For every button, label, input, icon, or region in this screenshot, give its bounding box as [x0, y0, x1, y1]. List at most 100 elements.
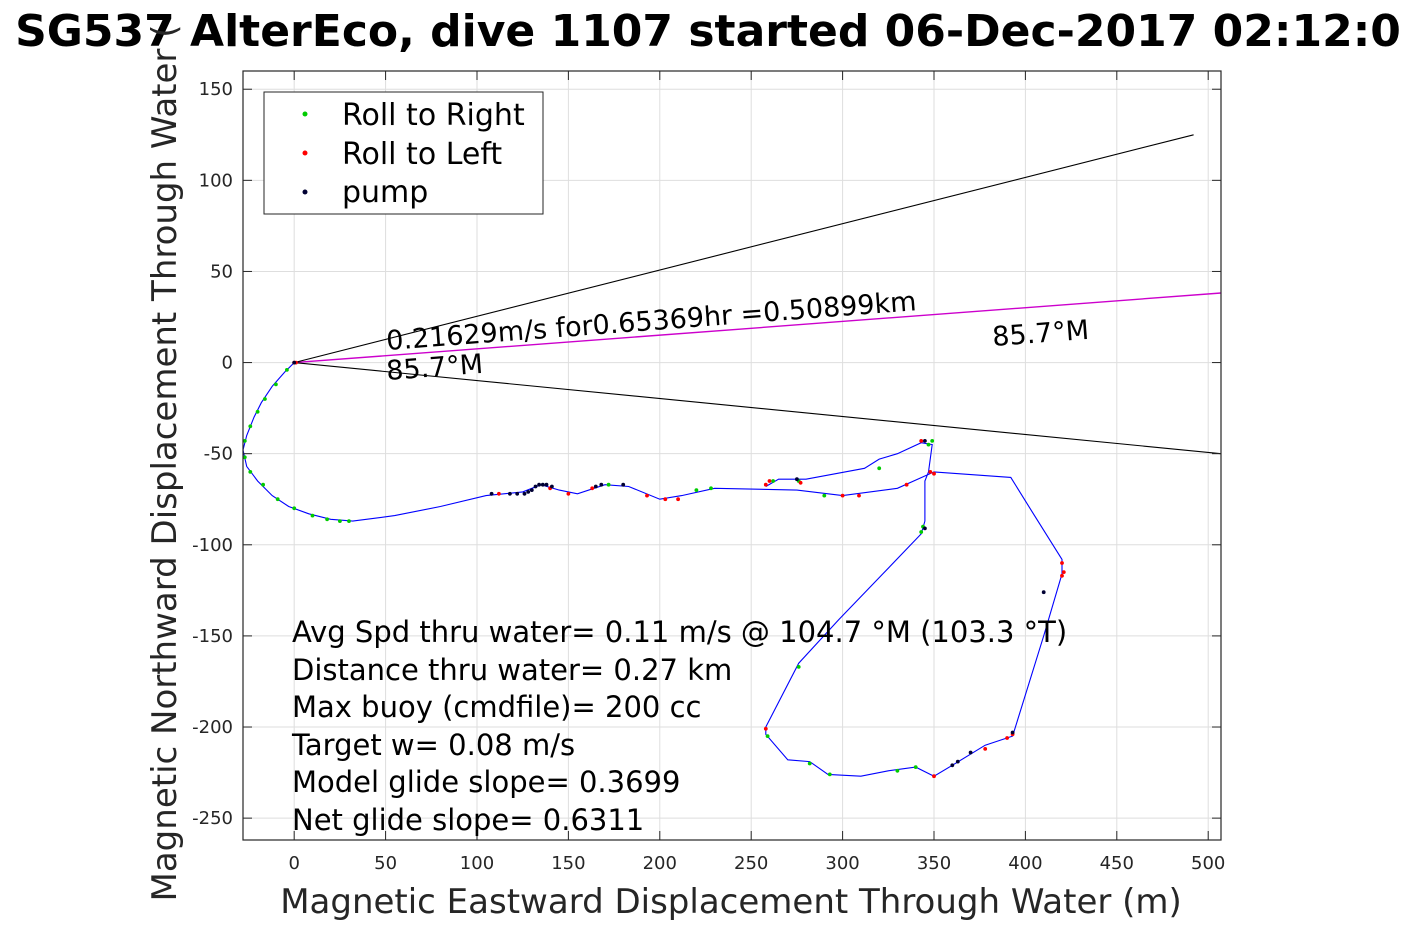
heading-line	[294, 292, 1221, 364]
legend-marker-pump	[302, 189, 308, 195]
x-tick-label: 0	[288, 853, 299, 874]
pump-point	[533, 484, 538, 489]
legend-marker-roll-left	[302, 150, 308, 156]
stat-target-w: Target w= 0.08 m/s	[291, 728, 575, 762]
y-tick-label: 0	[222, 353, 233, 374]
roll-to-right-point	[261, 482, 265, 487]
roll-to-left-point	[857, 493, 861, 498]
x-tick-label: 100	[460, 853, 494, 874]
x-tick-label: 500	[1191, 853, 1225, 874]
x-tick-label: 250	[734, 853, 768, 874]
roll-to-right-point	[325, 517, 329, 522]
roll-to-right-point	[822, 493, 827, 498]
track-line	[243, 362, 1063, 777]
roll-to-right-point	[919, 530, 924, 534]
roll-to-right-point	[709, 486, 713, 491]
pump-point	[544, 482, 549, 487]
roll-to-left-point	[932, 471, 936, 476]
roll-to-left-point	[919, 439, 924, 443]
pump-point	[955, 759, 960, 764]
pump-point	[968, 750, 973, 755]
roll-to-right-point	[926, 442, 931, 447]
heading-annotation-right: 85.7°M	[991, 315, 1090, 353]
x-tick-label: 300	[825, 853, 859, 874]
stat-max-buoy: Max buoy (cmdfile)= 200 cc	[292, 690, 701, 724]
x-tick-label: 50	[374, 853, 397, 874]
pump-point	[550, 484, 554, 489]
chart-title: SG537 AlterEco, dive 1107 started 06-Dec…	[15, 6, 1401, 57]
stat-net-glide-slope: Net glide slope= 0.6311	[292, 803, 644, 837]
pump-point	[526, 490, 531, 494]
roll-to-right-point	[771, 479, 775, 483]
roll-to-right-point	[275, 497, 280, 502]
y-tick-label: -250	[192, 808, 233, 829]
roll-to-right-point	[285, 368, 289, 372]
legend-box	[263, 91, 544, 215]
y-tick-label: -50	[204, 444, 233, 465]
roll-to-left-point	[763, 726, 768, 731]
pump-point	[599, 482, 604, 487]
x-tick-label: 350	[917, 853, 951, 874]
roll-to-right-point	[243, 439, 247, 443]
roll-to-right-point	[877, 466, 882, 471]
series	[243, 134, 1221, 779]
roll-to-right-point	[338, 519, 342, 523]
roll-to-left-point	[497, 491, 501, 496]
roll-to-left-point	[928, 470, 933, 474]
grid	[243, 71, 1221, 840]
y-tick-label: 100	[199, 170, 233, 191]
pump-point	[515, 491, 520, 496]
legend-marker-roll-right	[302, 111, 308, 117]
roll-to-right-point	[606, 482, 611, 487]
roll-to-right-point	[827, 772, 832, 777]
y-tick-label: 50	[210, 261, 233, 282]
legend: Roll to Right Roll to Left pump	[263, 91, 544, 215]
pump-point	[540, 482, 545, 487]
pump-point	[1010, 730, 1015, 735]
pump-point	[522, 491, 527, 496]
legend-label-roll-right: Roll to Right	[342, 98, 525, 133]
roll-to-right-point	[807, 761, 812, 766]
roll-to-right-point	[895, 768, 900, 773]
pump-point	[593, 484, 598, 489]
pump-point	[529, 488, 534, 492]
cone-upper-line	[294, 134, 1194, 364]
roll-to-left-point	[904, 482, 909, 487]
roll-to-left-point	[840, 493, 845, 498]
x-tick-label: 400	[1008, 853, 1042, 874]
x-axis-label: Magnetic Eastward Displacement Through W…	[280, 882, 1182, 922]
stat-distance: Distance thru water= 0.27 km	[292, 653, 732, 687]
roll-to-left-point	[1005, 736, 1009, 740]
pump-point	[489, 491, 494, 496]
heading-annotation-left: 85.7°M	[385, 349, 484, 387]
roll-to-left-point	[590, 486, 595, 491]
pump-point	[950, 763, 955, 768]
cone-lower-line	[294, 362, 1221, 455]
x-tick-label: 150	[551, 853, 585, 874]
pump-point	[923, 526, 927, 531]
roll-to-right-point	[694, 488, 699, 492]
roll-to-right-point	[274, 382, 278, 387]
pump-point	[537, 482, 541, 487]
roll-to-left-point	[1060, 573, 1064, 578]
legend-label-roll-left: Roll to Left	[342, 137, 502, 172]
y-tick-label: -100	[192, 535, 233, 556]
roll-to-right-point	[310, 513, 315, 518]
stats-block: Avg Spd thru water= 0.11 m/s @ 104.7 °M …	[291, 615, 1067, 837]
y-axis-label: Magnetic Northward Displacement Through …	[145, 25, 185, 902]
y-tick-label: -200	[192, 717, 233, 738]
roll-to-right-point	[347, 519, 351, 523]
pump-point	[1041, 590, 1046, 595]
pump-point	[292, 360, 297, 365]
pump-point	[508, 491, 512, 496]
roll-to-right-point	[243, 455, 247, 460]
roll-to-right-point	[292, 506, 297, 511]
plot-frame	[242, 70, 1222, 841]
roll-to-left-point	[645, 493, 649, 498]
legend-label-pump: pump	[342, 175, 428, 210]
roll-to-left-point	[767, 479, 772, 483]
roll-to-right-point	[263, 397, 267, 401]
roll-to-right-point	[765, 734, 770, 738]
x-tick-label: 450	[1100, 853, 1134, 874]
roll-to-left-point	[763, 482, 768, 487]
